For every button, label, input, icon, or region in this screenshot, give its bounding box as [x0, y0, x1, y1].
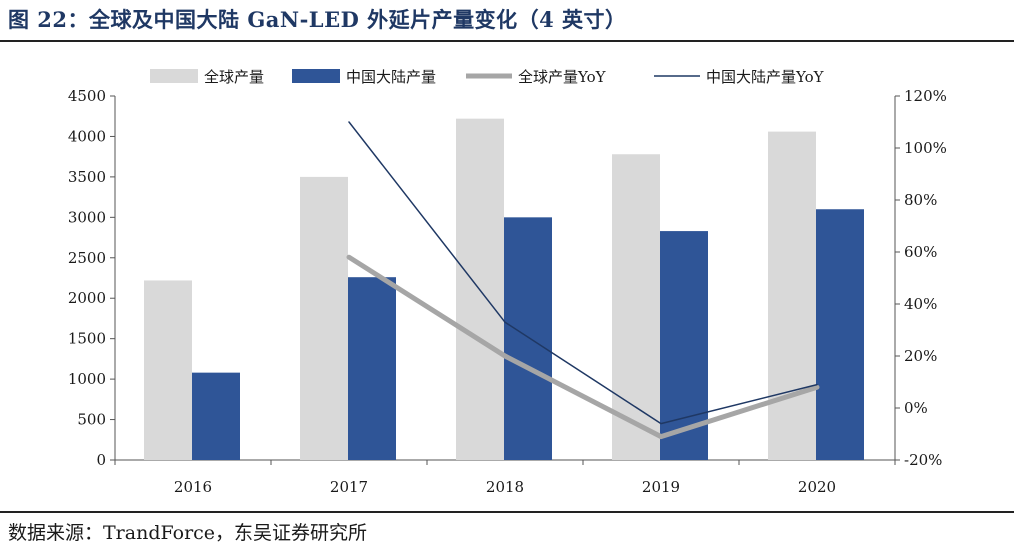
- bar-global-production: [768, 131, 816, 460]
- left-tick-label: 3500: [68, 168, 106, 186]
- legend-swatch-china-bar: [292, 69, 340, 83]
- right-tick-label: 20%: [904, 347, 937, 365]
- plot-area: 0 500 1000 1500 2000 2500 3000 3500 4000 4500 -20%…: [68, 87, 947, 496]
- legend: 全球产量 中国大陆产量 全球产量YoY 中国大陆产量YoY: [150, 68, 825, 86]
- x-tick-label: 2020: [798, 478, 836, 496]
- x-tick-label: 2017: [330, 478, 368, 496]
- legend-swatch-global-bar: [150, 69, 198, 83]
- left-tick-label: 0: [96, 451, 106, 469]
- legend-label-global-bar: 全球产量: [204, 68, 264, 86]
- left-tick-label: 2500: [68, 249, 106, 267]
- x-tick-label: 2019: [642, 478, 680, 496]
- bar-china-production: [504, 217, 552, 460]
- bar-china-production: [348, 277, 396, 460]
- legend-label-china-line: 中国大陆产量YoY: [706, 68, 825, 86]
- bar-global-production: [300, 176, 348, 460]
- legend-label-china-bar: 中国大陆产量: [346, 68, 436, 86]
- bar-global-production: [612, 154, 660, 460]
- left-tick-label: 1500: [68, 330, 106, 348]
- left-tick-label: 2000: [68, 289, 106, 307]
- right-tick-label: 100%: [904, 139, 947, 157]
- chart-area: 全球产量 中国大陆产量 全球产量YoY 中国大陆产量YoY 0 500 1000 15…: [68, 68, 947, 496]
- top-divider: [0, 40, 1014, 42]
- left-tick-label: 3000: [68, 208, 106, 226]
- source-note: 数据来源：TrandForce，东吴证券研究所: [8, 522, 368, 544]
- x-tick-label: 2016: [174, 478, 212, 496]
- legend-label-global-line: 全球产量YoY: [518, 68, 607, 86]
- right-tick-label: 120%: [904, 87, 947, 105]
- bar-china-production: [816, 209, 864, 460]
- right-tick-label: 0%: [904, 399, 928, 417]
- right-tick-label: 40%: [904, 295, 937, 313]
- line-china-yoy: [348, 121, 818, 425]
- bottom-divider: [0, 511, 1014, 513]
- left-tick-label: 4500: [68, 87, 106, 105]
- right-tick-label: 80%: [904, 191, 937, 209]
- bar-china-production: [192, 372, 240, 460]
- right-tick-label: 60%: [904, 243, 937, 261]
- right-tick-label: -20%: [904, 451, 942, 469]
- left-tick-label: 1000: [68, 370, 106, 388]
- left-tick-label: 4000: [68, 127, 106, 145]
- x-tick-label: 2018: [486, 478, 524, 496]
- left-tick-label: 500: [77, 411, 106, 429]
- chart-title: 图 22：全球及中国大陆 GaN-LED 外延片产量变化（4 英寸）: [8, 7, 627, 32]
- line-global-yoy: [346, 254, 820, 440]
- bar-global-production: [144, 280, 192, 460]
